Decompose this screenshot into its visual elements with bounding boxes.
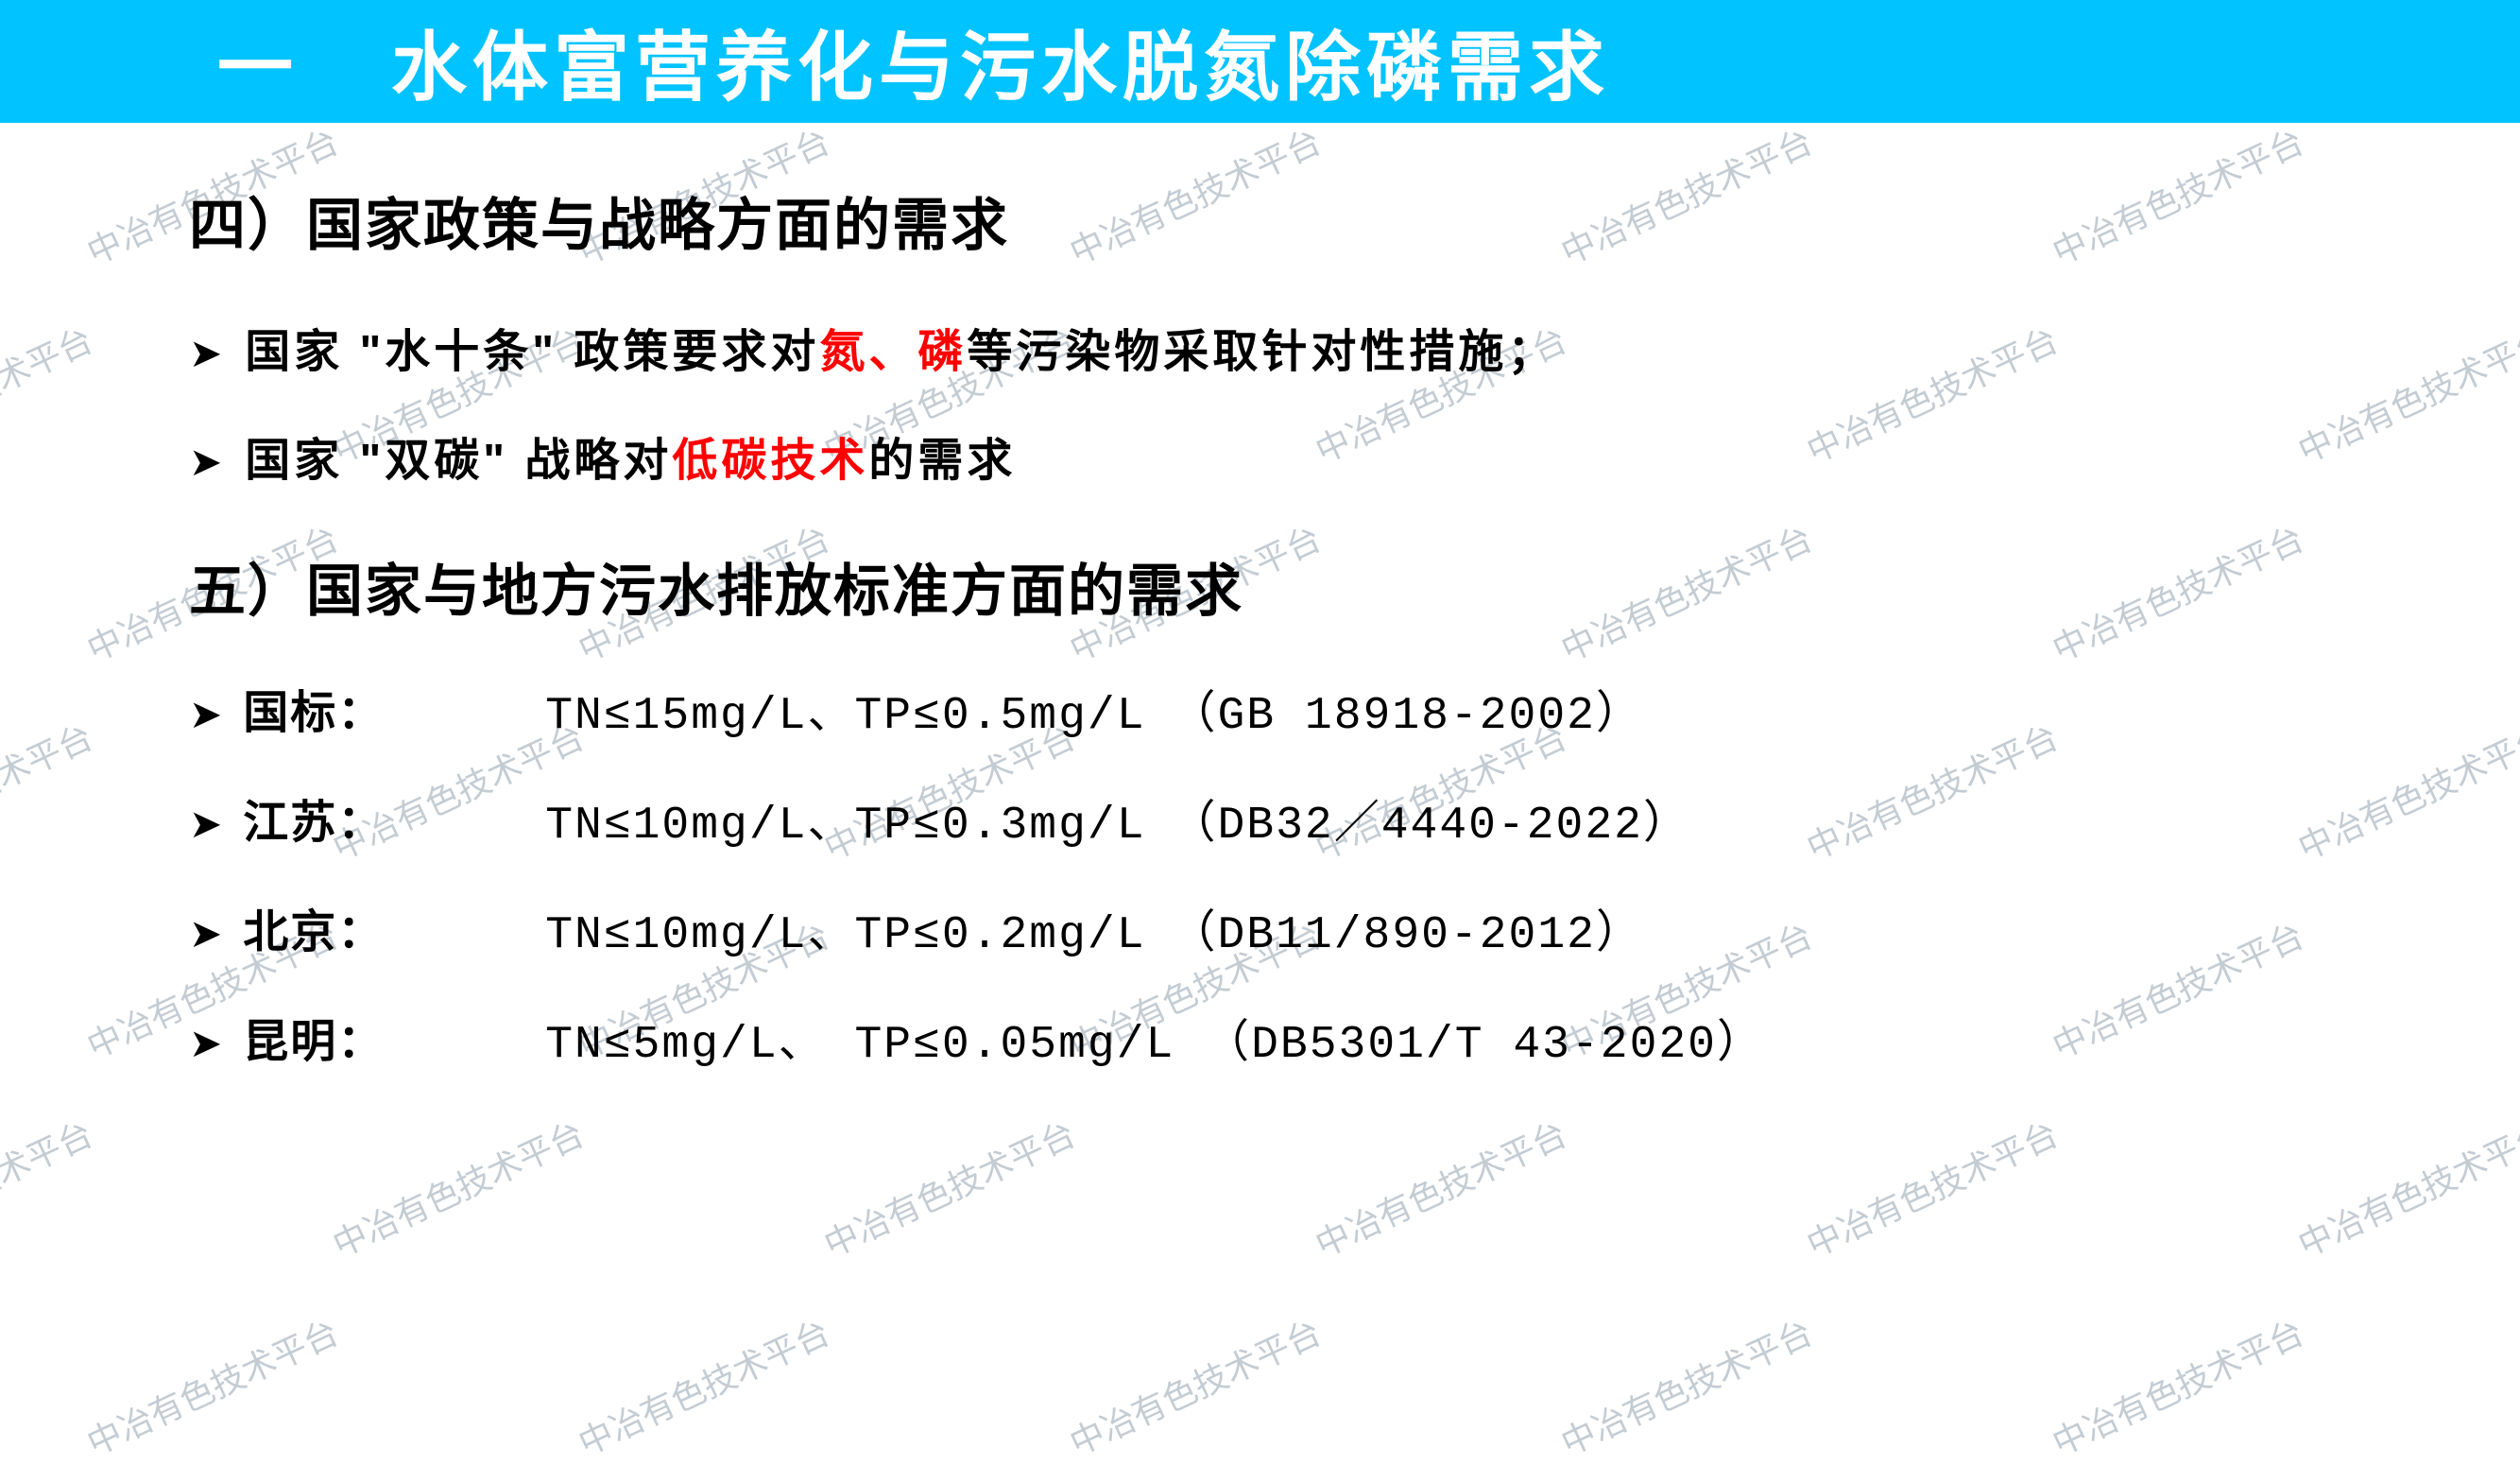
content-area: 四）国家政策与战略方面的需求 ➤ 国家 "水十条" 政策要求对氮、磷等污染物采取… (0, 123, 2520, 1071)
watermark-text: 中冶有色技术平台 (1552, 1306, 1820, 1465)
highlighted-text: 氮、磷 (819, 327, 967, 377)
bullet-text: 国家 "双碳" 战略对低碳技术的需求 (245, 422, 1016, 489)
section-5-heading: 五）国家与地方污水排放标准方面的需求 (189, 545, 2331, 628)
text-segment: 的需求 (868, 436, 1016, 486)
watermark-text: 中冶有色技术平台 (78, 1306, 346, 1465)
bullet-marker-icon: ➤ (189, 439, 226, 485)
standard-values: TN≤10mg/L、TP≤0.2mg/L （DB11/890-2012） (545, 894, 1643, 961)
standard-label: 江苏： (243, 784, 545, 851)
standard-row: ➤ 北京： TN≤10mg/L、TP≤0.2mg/L （DB11/890-201… (189, 894, 2331, 961)
watermark-text: 中冶有色技术平台 (1798, 1108, 2066, 1267)
standard-values: TN≤15mg/L、TP≤0.5mg/L （GB 18918-2002） (545, 675, 1643, 742)
bullet-marker-icon: ➤ (189, 330, 226, 376)
text-segment: 国家 "双碳" 战略对 (245, 436, 672, 486)
text-segment: 等污染物采取针对性措施； (967, 327, 1556, 377)
watermark-text: 中冶有色技术平台 (570, 1306, 837, 1465)
bullet-text: 国家 "水十条" 政策要求对氮、磷等污染物采取针对性措施； (245, 314, 1556, 380)
standard-row: ➤ 昆明： TN≤5mg/L、 TP≤0.05mg/L （DB5301/T 43… (189, 1004, 2331, 1071)
title-bar: 一 水体富营养化与污水脱氮除磷需求 (0, 0, 2520, 123)
standards-list: ➤ 国标： TN≤15mg/L、TP≤0.5mg/L （GB 18918-200… (189, 675, 2331, 1071)
bullet-line: ➤ 国家 "双碳" 战略对低碳技术的需求 (189, 422, 2331, 489)
watermark-text: 中冶有色技术平台 (0, 1108, 100, 1267)
title-text: 水体富营养化与污水脱氮除磷需求 (391, 7, 1610, 116)
text-segment: 国家 "水十条" 政策要求对 (245, 327, 819, 377)
watermark-text: 中冶有色技术平台 (2289, 1108, 2520, 1267)
watermark-text: 中冶有色技术平台 (1307, 1108, 1574, 1267)
bullet-marker-icon: ➤ (189, 691, 224, 737)
title-section-marker: 一 (217, 7, 297, 116)
standard-row: ➤ 国标： TN≤15mg/L、TP≤0.5mg/L （GB 18918-200… (189, 675, 2331, 742)
bullet-marker-icon: ➤ (189, 1020, 224, 1066)
watermark-text: 中冶有色技术平台 (815, 1108, 1083, 1267)
watermark-text: 中冶有色技术平台 (1061, 1306, 1329, 1465)
standard-values: TN≤5mg/L、 TP≤0.05mg/L （DB5301/T 43-2020） (545, 1004, 1764, 1071)
section-4-heading: 四）国家政策与战略方面的需求 (189, 180, 2331, 262)
standard-label: 昆明： (243, 1004, 545, 1070)
bullet-line: ➤ 国家 "水十条" 政策要求对氮、磷等污染物采取针对性措施； (189, 314, 2331, 380)
standard-values: TN≤10mg/L、TP≤0.3mg/L （DB32／4440-2022） (545, 784, 1690, 852)
standard-label: 北京： (243, 894, 545, 960)
bullet-marker-icon: ➤ (189, 801, 224, 847)
watermark-text: 中冶有色技术平台 (324, 1108, 591, 1267)
watermark-text: 中冶有色技术平台 (2044, 1306, 2311, 1465)
standard-label: 国标： (243, 675, 545, 741)
bullet-marker-icon: ➤ (189, 910, 224, 957)
standard-row: ➤ 江苏： TN≤10mg/L、TP≤0.3mg/L （DB32／4440-20… (189, 784, 2331, 852)
highlighted-text: 低碳技术 (672, 436, 868, 486)
